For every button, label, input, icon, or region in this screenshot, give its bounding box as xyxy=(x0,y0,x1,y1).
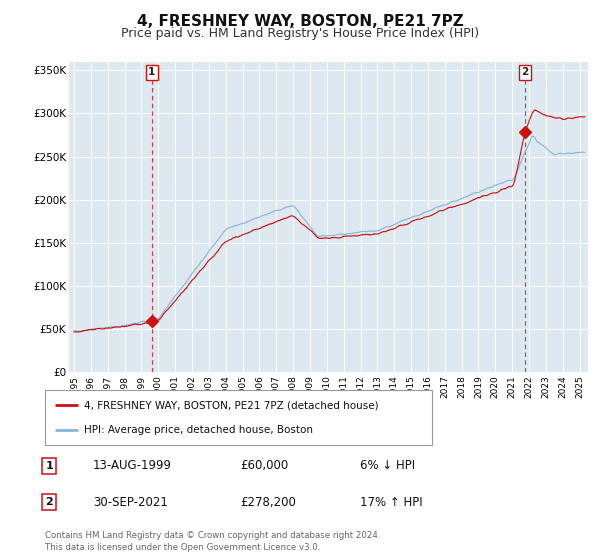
Text: 13-AUG-1999: 13-AUG-1999 xyxy=(93,459,172,473)
Text: Contains HM Land Registry data © Crown copyright and database right 2024.: Contains HM Land Registry data © Crown c… xyxy=(45,531,380,540)
Text: 30-SEP-2021: 30-SEP-2021 xyxy=(93,496,168,509)
Text: 1: 1 xyxy=(148,67,155,77)
Text: Price paid vs. HM Land Registry's House Price Index (HPI): Price paid vs. HM Land Registry's House … xyxy=(121,27,479,40)
Text: 4, FRESHNEY WAY, BOSTON, PE21 7PZ (detached house): 4, FRESHNEY WAY, BOSTON, PE21 7PZ (detac… xyxy=(84,400,379,410)
Text: 2: 2 xyxy=(46,497,53,507)
Text: 6% ↓ HPI: 6% ↓ HPI xyxy=(360,459,415,473)
Text: 2: 2 xyxy=(521,67,529,77)
Text: 4, FRESHNEY WAY, BOSTON, PE21 7PZ: 4, FRESHNEY WAY, BOSTON, PE21 7PZ xyxy=(137,14,463,29)
Text: £60,000: £60,000 xyxy=(240,459,288,473)
Text: 1: 1 xyxy=(46,461,53,471)
Text: £278,200: £278,200 xyxy=(240,496,296,509)
Text: This data is licensed under the Open Government Licence v3.0.: This data is licensed under the Open Gov… xyxy=(45,543,320,552)
Text: HPI: Average price, detached house, Boston: HPI: Average price, detached house, Bost… xyxy=(84,426,313,435)
Text: 17% ↑ HPI: 17% ↑ HPI xyxy=(360,496,422,509)
